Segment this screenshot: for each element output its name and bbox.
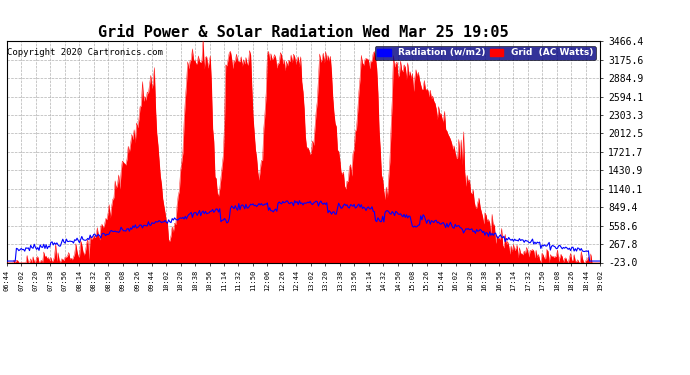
Text: Copyright 2020 Cartronics.com: Copyright 2020 Cartronics.com	[8, 48, 164, 57]
Title: Grid Power & Solar Radiation Wed Mar 25 19:05: Grid Power & Solar Radiation Wed Mar 25 …	[98, 25, 509, 40]
Legend: Radiation (w/m2), Grid  (AC Watts): Radiation (w/m2), Grid (AC Watts)	[375, 46, 595, 60]
